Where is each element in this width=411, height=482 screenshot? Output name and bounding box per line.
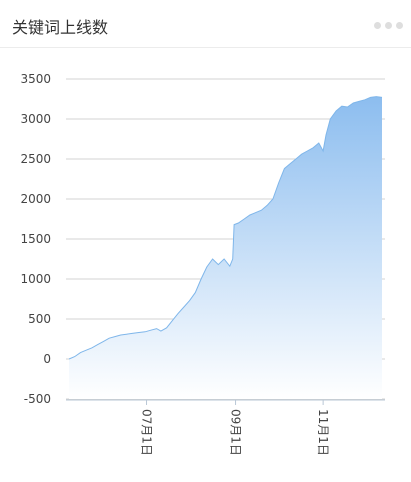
- dot: [385, 22, 392, 29]
- series-area-fill: [69, 96, 382, 399]
- y-tick-label: 2500: [20, 152, 51, 166]
- card-header: 关键词上线数: [0, 0, 411, 48]
- x-tick-label: 11月1日: [316, 409, 330, 456]
- x-tick-label: 07月1日: [140, 409, 154, 456]
- more-dots-icon[interactable]: [374, 22, 403, 29]
- y-tick-label: -500: [24, 392, 51, 406]
- dot: [396, 22, 403, 29]
- series-area: [68, 96, 383, 399]
- y-tick-label: 2000: [20, 192, 51, 206]
- y-axis-ticks: -500 0 500 1000 1500 2000 2500 3000 3500: [20, 72, 51, 406]
- dot: [374, 22, 381, 29]
- y-tick-label: 3500: [20, 72, 51, 86]
- x-axis: 07月1日 09月1日 11月1日: [66, 399, 385, 456]
- x-tick-label: 09月1日: [229, 409, 243, 456]
- series-line: [68, 96, 383, 360]
- y-tick-label: 500: [28, 312, 51, 326]
- card-title: 关键词上线数: [12, 18, 109, 37]
- y-tick-label: 3000: [20, 112, 51, 126]
- y-tick-label: 1500: [20, 232, 51, 246]
- y-tick-label: 0: [43, 352, 51, 366]
- y-tick-label: 1000: [20, 272, 51, 286]
